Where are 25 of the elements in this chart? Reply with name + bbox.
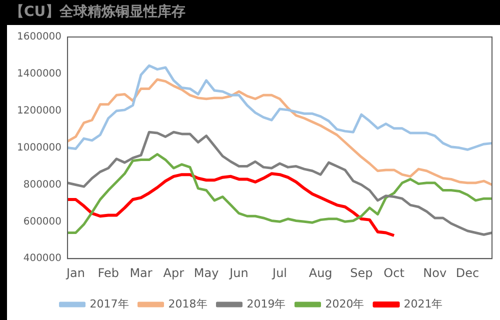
x-tick-label: Aug	[308, 266, 332, 280]
y-tick-label: 800000	[23, 179, 62, 190]
x-tick-label: Feb	[98, 266, 119, 280]
y-tick-label: 1200000	[16, 105, 62, 116]
legend-label: 2019年	[246, 297, 286, 310]
chart-title: 【CU】全球精炼铜显性库存	[10, 3, 186, 21]
y-tick-label: 1400000	[16, 68, 62, 80]
legend-label: 2020年	[325, 297, 364, 310]
x-tick-label: Dec	[456, 266, 480, 280]
x-tick-label: Jan	[65, 266, 85, 280]
y-tick-label: 1600000	[16, 32, 62, 43]
x-tick-label: Jul	[272, 266, 288, 280]
x-tick-label: Nov	[423, 266, 447, 280]
legend-label: 2017年	[90, 297, 129, 310]
x-tick-label: Apr	[163, 266, 184, 280]
x-tick-label: Mar	[130, 266, 152, 280]
x-tick-label: Jun	[228, 266, 248, 280]
y-tick-label: 600000	[23, 216, 62, 228]
x-tick-label: May	[194, 266, 219, 280]
y-tick-label: 400000	[23, 253, 62, 264]
legend-label: 2021年	[404, 297, 443, 310]
y-tick-label: 1000000	[16, 142, 62, 154]
legend-label: 2018年	[168, 297, 208, 310]
x-tick-label: Oct	[384, 266, 405, 280]
x-tick-label: Sep	[350, 266, 373, 280]
